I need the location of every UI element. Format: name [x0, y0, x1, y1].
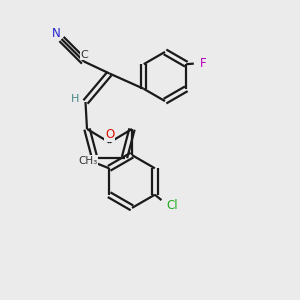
Text: CH₃: CH₃ — [79, 156, 98, 166]
Text: H: H — [71, 94, 79, 104]
Text: C: C — [81, 50, 88, 60]
Text: F: F — [200, 57, 206, 70]
Text: Cl: Cl — [167, 199, 178, 212]
Text: O: O — [105, 128, 114, 142]
Text: N: N — [52, 26, 61, 40]
